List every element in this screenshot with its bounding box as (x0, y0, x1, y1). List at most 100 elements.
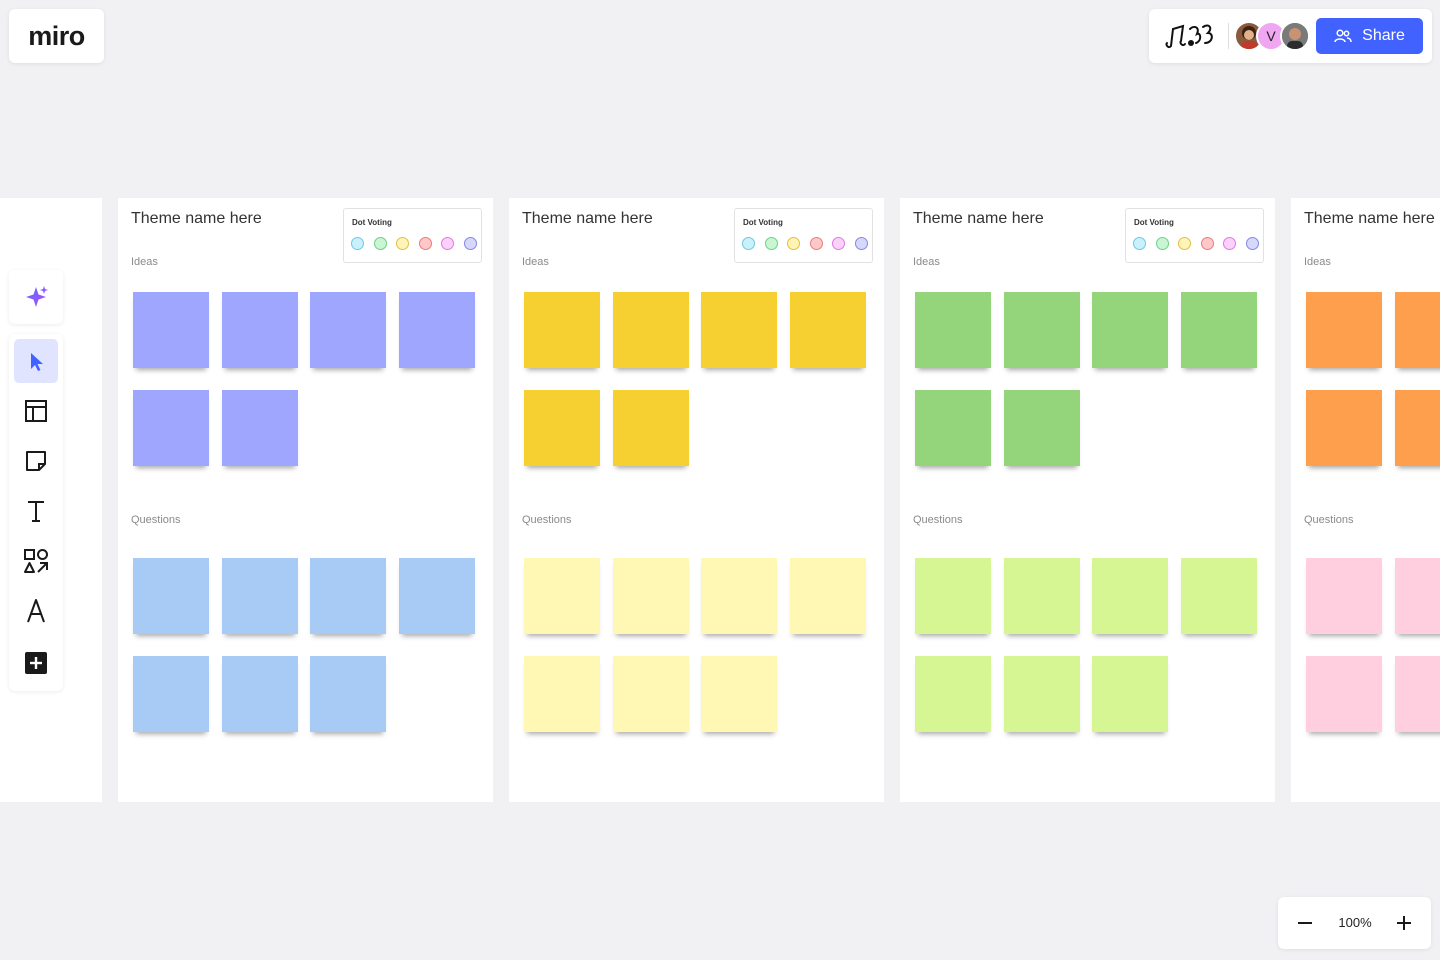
question-sticky-note[interactable] (133, 656, 209, 732)
question-sticky-note[interactable] (915, 656, 991, 732)
dot-voting-widget[interactable]: Dot Voting (343, 208, 482, 263)
sticky-note-tool[interactable] (14, 439, 58, 483)
vote-dot[interactable] (351, 237, 364, 250)
idea-sticky-note[interactable] (133, 292, 209, 368)
pen-tool[interactable] (14, 589, 58, 633)
idea-sticky-note[interactable] (310, 292, 386, 368)
music-notes-icon[interactable] (1163, 21, 1215, 51)
vote-dot[interactable] (1155, 237, 1169, 250)
vote-dot[interactable] (396, 237, 409, 250)
sticky-note-icon (26, 451, 46, 471)
question-sticky-note[interactable] (1004, 656, 1080, 732)
question-sticky-note[interactable] (1004, 558, 1080, 634)
theme-board[interactable]: Theme name here Ideas Questions Dot Voting (900, 198, 1275, 802)
idea-sticky-note[interactable] (1092, 292, 1168, 368)
shapes-tool[interactable] (14, 539, 58, 583)
idea-sticky-note[interactable] (1306, 390, 1382, 466)
theme-board[interactable]: Theme name here Ideas Questions (1291, 198, 1440, 802)
avatar-user-3[interactable] (1280, 21, 1310, 51)
theme-board[interactable]: Theme name here Ideas Questions Dot Voting (509, 198, 884, 802)
vote-dot[interactable] (1133, 237, 1146, 250)
question-sticky-note[interactable] (1181, 558, 1257, 634)
collaboration-bar: V Share (1149, 9, 1432, 63)
question-sticky-note[interactable] (1092, 656, 1168, 732)
theme-title[interactable]: Theme name here (913, 210, 1044, 227)
vote-dot[interactable] (787, 237, 800, 250)
question-sticky-note[interactable] (1306, 558, 1382, 634)
idea-sticky-note[interactable] (399, 292, 475, 368)
vote-dot[interactable] (742, 237, 755, 250)
dot-voting-title: Dot Voting (352, 218, 392, 227)
idea-sticky-note[interactable] (790, 292, 866, 368)
theme-title[interactable]: Theme name here (522, 210, 653, 227)
idea-sticky-note[interactable] (524, 390, 600, 466)
vote-dot[interactable] (463, 237, 477, 250)
question-sticky-note[interactable] (310, 558, 386, 634)
vote-dot[interactable] (418, 237, 432, 250)
question-sticky-note[interactable] (524, 656, 600, 732)
dot-voting-widget[interactable]: Dot Voting (1125, 208, 1264, 263)
templates-tool[interactable] (14, 389, 58, 433)
dot-voting-widget[interactable]: Dot Voting (734, 208, 873, 263)
question-sticky-note[interactable] (701, 558, 777, 634)
ai-toolbar (9, 270, 63, 324)
vote-dot[interactable] (764, 237, 778, 250)
idea-sticky-note[interactable] (613, 292, 689, 368)
idea-sticky-note[interactable] (915, 292, 991, 368)
idea-sticky-note[interactable] (1181, 292, 1257, 368)
question-sticky-note[interactable] (915, 558, 991, 634)
vote-dot[interactable] (373, 237, 387, 250)
question-sticky-note[interactable] (790, 558, 866, 634)
plus-square-icon (25, 652, 47, 674)
idea-sticky-note[interactable] (1395, 390, 1440, 466)
theme-title[interactable]: Theme name here (1304, 210, 1435, 227)
question-sticky-note[interactable] (222, 558, 298, 634)
vote-dot[interactable] (854, 237, 868, 250)
idea-sticky-note[interactable] (133, 390, 209, 466)
question-sticky-note[interactable] (524, 558, 600, 634)
zoom-in-button[interactable] (1388, 907, 1420, 939)
idea-sticky-note[interactable] (1004, 292, 1080, 368)
question-sticky-note[interactable] (133, 558, 209, 634)
select-tool[interactable] (14, 339, 58, 383)
idea-sticky-note[interactable] (524, 292, 600, 368)
vote-dot[interactable] (832, 237, 845, 250)
theme-title[interactable]: Theme name here (131, 210, 262, 227)
idea-sticky-note[interactable] (1004, 390, 1080, 466)
idea-sticky-note[interactable] (1395, 292, 1440, 368)
question-sticky-note[interactable] (310, 656, 386, 732)
zoom-out-button[interactable] (1289, 907, 1321, 939)
text-tool[interactable] (14, 489, 58, 533)
idea-sticky-note[interactable] (1306, 292, 1382, 368)
logo-box[interactable]: miro (9, 9, 104, 63)
idea-sticky-note[interactable] (915, 390, 991, 466)
zoom-level[interactable]: 100% (1338, 915, 1372, 930)
share-button[interactable]: Share (1316, 18, 1423, 54)
vote-dot[interactable] (1178, 237, 1191, 250)
question-sticky-note[interactable] (701, 656, 777, 732)
vote-dot[interactable] (441, 237, 454, 250)
question-sticky-note[interactable] (1395, 656, 1440, 732)
question-sticky-note[interactable] (222, 656, 298, 732)
ai-sparkle-icon[interactable] (23, 284, 49, 310)
question-sticky-note[interactable] (1395, 558, 1440, 634)
vote-dot[interactable] (1200, 237, 1214, 250)
ideas-label: Ideas (131, 256, 158, 268)
question-sticky-note[interactable] (399, 558, 475, 634)
vote-dot[interactable] (809, 237, 823, 250)
idea-sticky-note[interactable] (222, 292, 298, 368)
idea-sticky-note[interactable] (222, 390, 298, 466)
question-sticky-note[interactable] (1092, 558, 1168, 634)
idea-sticky-note[interactable] (701, 292, 777, 368)
dot-voting-title: Dot Voting (1134, 218, 1174, 227)
theme-board[interactable]: Theme name here Ideas Questions Dot Voting (118, 198, 493, 802)
vote-dot[interactable] (1245, 237, 1259, 250)
cursor-arrow-icon (31, 353, 43, 371)
add-more-tool[interactable] (14, 641, 58, 685)
question-sticky-note[interactable] (613, 558, 689, 634)
questions-label: Questions (131, 514, 181, 526)
idea-sticky-note[interactable] (613, 390, 689, 466)
vote-dot[interactable] (1223, 237, 1236, 250)
question-sticky-note[interactable] (613, 656, 689, 732)
question-sticky-note[interactable] (1306, 656, 1382, 732)
